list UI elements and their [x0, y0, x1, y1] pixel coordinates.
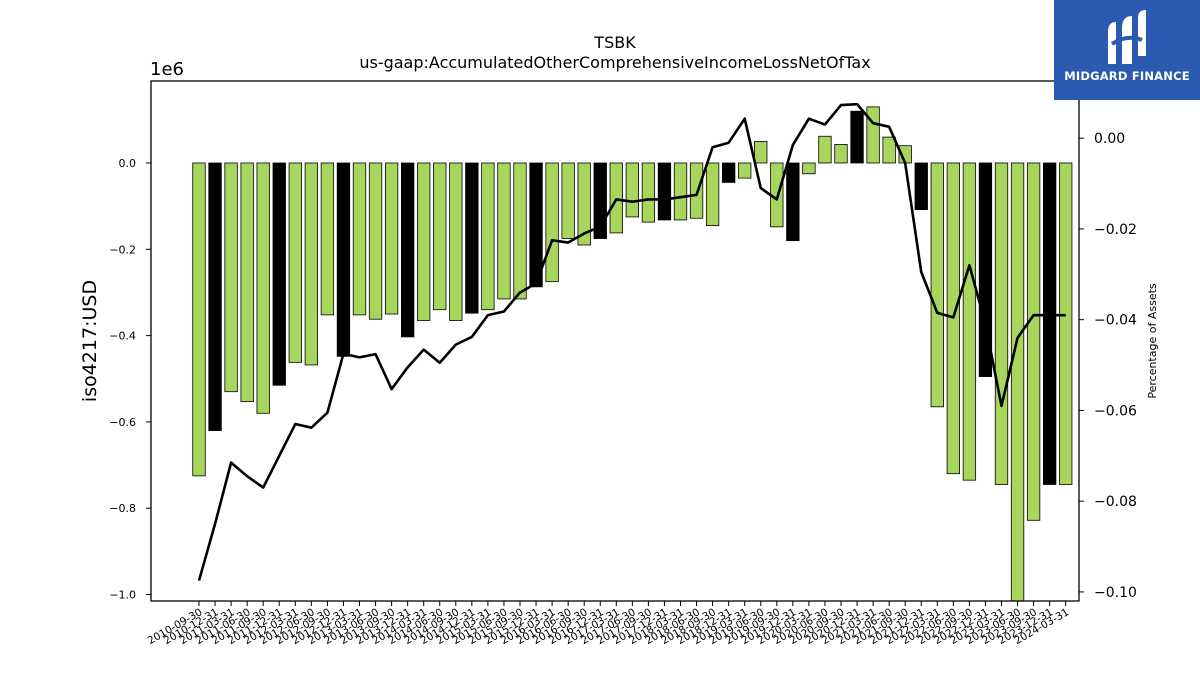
- bar-2011-03-31: [224, 162, 238, 393]
- bar-2013-06-30: [368, 162, 383, 320]
- y-axis-offset-label: 1e6: [150, 59, 184, 80]
- assets-percentage-line: [197, 102, 1066, 581]
- bar-2018-09-30: [705, 162, 720, 226]
- bar-2016-09-30: [577, 162, 591, 246]
- y2-tick-label: −0.02: [1094, 222, 1137, 238]
- bar-2015-12-31: [529, 162, 543, 288]
- plot-frame: [150, 80, 1080, 602]
- y2-axis-label: Percentage of Assets: [1146, 283, 1159, 399]
- bar-2011-12-31: [272, 162, 286, 386]
- y-tick-label: −1.0: [109, 589, 136, 602]
- bar-2018-06-30: [689, 162, 704, 219]
- bar-2013-09-30: [384, 162, 399, 315]
- bar-2012-06-30: [304, 162, 319, 366]
- bar-2019-06-30: [754, 141, 768, 164]
- y2-tick-label: 0.00: [1094, 131, 1125, 147]
- midgard-logo-icon: [1108, 10, 1146, 64]
- bar-2013-12-31: [400, 162, 415, 338]
- y2-tick-label: −0.08: [1094, 494, 1137, 510]
- bar-2022-09-30: [962, 162, 977, 481]
- bar-2012-12-31: [336, 162, 351, 357]
- bar-2021-03-31: [866, 106, 880, 164]
- y-tick-label: −0.2: [109, 243, 136, 256]
- bar-2017-09-30: [641, 162, 656, 223]
- y-tick-label: −0.4: [109, 330, 136, 343]
- bar-2024-03-31: [1059, 162, 1073, 485]
- brand-logo: MIDGARD FINANCE: [1054, 0, 1200, 100]
- y-tick-label: −0.6: [109, 416, 136, 429]
- bar-2021-06-30: [882, 136, 896, 164]
- bar-2010-09-30: [192, 162, 206, 477]
- bar-2010-12-31: [208, 162, 222, 431]
- bar-2015-09-30: [513, 162, 527, 300]
- bar-2011-09-30: [256, 162, 270, 414]
- bar-2016-03-31: [545, 162, 559, 283]
- chart-subtitle: us-gaap:AccumulatedOtherComprehensiveInc…: [359, 53, 870, 72]
- bar-2015-03-31: [481, 162, 495, 311]
- bar-2014-12-31: [465, 162, 479, 314]
- bar-2023-12-31: [1043, 162, 1057, 485]
- bar-2020-03-31: [802, 162, 816, 175]
- bar-2012-03-31: [288, 162, 302, 363]
- bar-2016-06-30: [561, 162, 575, 239]
- bar-2017-12-31: [657, 162, 672, 221]
- brand-name: MIDGARD FINANCE: [1064, 69, 1190, 83]
- bar-2018-03-31: [673, 162, 688, 221]
- bar-2013-03-31: [352, 162, 367, 316]
- bar-2019-12-31: [786, 162, 800, 242]
- bar-2023-03-31: [994, 162, 1009, 485]
- bar-2017-03-31: [609, 162, 623, 234]
- bar-2022-12-31: [978, 162, 993, 378]
- y2-tick-label: −0.06: [1094, 403, 1137, 419]
- y-tick-label: 0.0: [119, 157, 137, 170]
- bar-2020-06-30: [818, 135, 832, 164]
- bar-2014-06-30: [433, 162, 447, 311]
- bar-2018-12-31: [722, 162, 736, 183]
- bar-2020-12-31: [850, 110, 864, 164]
- bar-2023-09-30: [1026, 162, 1041, 521]
- bar-2020-09-30: [834, 144, 848, 164]
- y-axis-label: iso4217:USD: [79, 280, 101, 402]
- bar-2015-06-30: [497, 162, 511, 300]
- bar-2019-03-31: [738, 162, 752, 179]
- bar-2014-09-30: [449, 162, 463, 321]
- bar-2012-09-30: [320, 162, 335, 316]
- bar-2022-03-31: [930, 162, 944, 408]
- chart-title: TSBK: [593, 33, 636, 52]
- y2-tick-label: −0.10: [1094, 585, 1137, 601]
- bar-2011-06-30: [240, 162, 254, 403]
- bar-2014-03-31: [417, 162, 431, 321]
- bar-2023-06-30: [1010, 162, 1025, 602]
- y-tick-label: −0.8: [109, 502, 136, 515]
- bar-2021-12-31: [914, 162, 928, 211]
- y2-tick-label: −0.04: [1094, 313, 1137, 329]
- bar-2017-06-30: [625, 162, 639, 218]
